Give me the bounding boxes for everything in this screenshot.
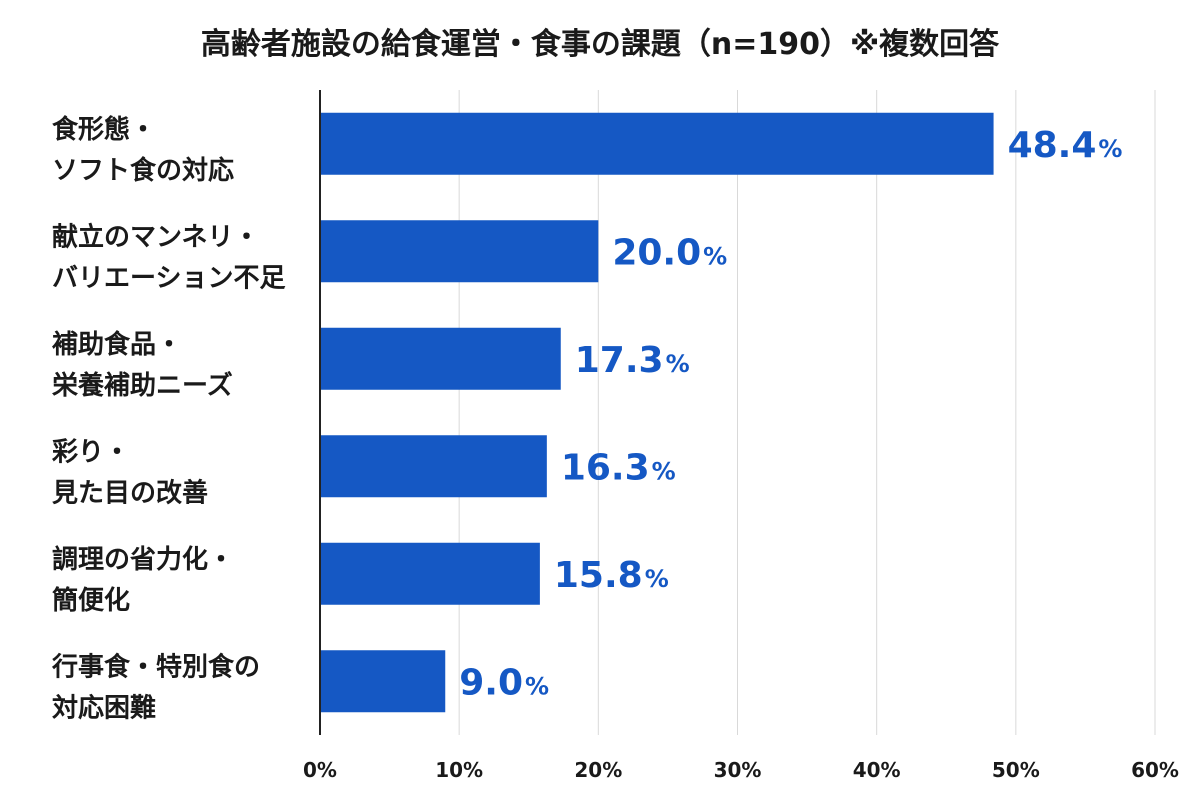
chart-title: 高齢者施設の給食運営・食事の課題（n=190）※複数回答 (201, 27, 1000, 62)
gridlines (458, 90, 1156, 735)
bar (320, 220, 599, 283)
data-label-value: 9.0 (459, 662, 523, 703)
category-label-line: 調理の省力化・ (52, 544, 234, 575)
category-label-line: ソフト食の対応 (52, 155, 234, 186)
data-label-unit: % (666, 350, 690, 378)
data-label-unit: % (525, 672, 549, 700)
category-label: 行事食・特別食の対応困難 (51, 651, 260, 723)
data-label-value: 15.8 (554, 555, 643, 596)
category-label-line: 栄養補助ニーズ (51, 370, 233, 401)
category-label-line: バリエーション不足 (52, 263, 285, 293)
value-labels: 48.4%20.0%17.3%16.3%15.8%9.0% (459, 125, 1122, 704)
category-label: 食形態・ソフト食の対応 (52, 114, 234, 186)
x-tick-label: 40% (853, 758, 901, 782)
category-label: 調理の省力化・簡便化 (52, 544, 234, 616)
x-axis-ticks: 0% 10% 20% 30% 40% 50% 60% (303, 758, 1179, 782)
data-label: 9.0% (459, 662, 549, 703)
data-label-unit: % (1098, 135, 1122, 163)
data-label: 48.4% (1008, 125, 1123, 166)
category-label: 献立のマンネリ・バリエーション不足 (52, 221, 285, 293)
data-label: 15.8% (554, 555, 669, 596)
category-label-line: 献立のマンネリ・ (52, 221, 259, 252)
category-label-line: 簡便化 (52, 585, 130, 616)
category-labels: 食形態・ソフト食の対応献立のマンネリ・バリエーション不足補助食品・栄養補助ニーズ… (51, 114, 285, 724)
data-label-unit: % (703, 242, 727, 270)
data-label-unit: % (645, 565, 669, 593)
x-tick-label: 20% (574, 758, 622, 782)
bars (320, 112, 994, 713)
category-label-line: 行事食・特別食の (51, 651, 260, 682)
category-label-line: 食形態・ (52, 114, 156, 145)
x-tick-label: 30% (714, 758, 762, 782)
bar (320, 435, 547, 498)
bar (320, 327, 561, 390)
data-label-unit: % (652, 457, 676, 485)
category-label-line: 彩り・ (51, 437, 130, 467)
category-label: 彩り・見た目の改善 (51, 437, 208, 508)
data-label-value: 20.0 (612, 232, 701, 273)
category-label-line: 見た目の改善 (52, 477, 208, 508)
x-tick-label: 0% (303, 758, 337, 782)
category-label-line: 対応困難 (52, 692, 156, 723)
data-label: 17.3% (575, 340, 690, 381)
category-label: 補助食品・栄養補助ニーズ (51, 329, 233, 401)
x-tick-label: 50% (992, 758, 1040, 782)
bar (320, 112, 994, 175)
x-tick-label: 60% (1131, 758, 1179, 782)
category-label-line: 補助食品・ (51, 329, 182, 360)
data-label-value: 16.3 (561, 447, 650, 488)
data-label-value: 17.3 (575, 340, 664, 381)
bar (320, 542, 540, 605)
data-label: 20.0% (612, 232, 727, 273)
x-tick-label: 10% (435, 758, 483, 782)
data-label-value: 48.4 (1008, 125, 1097, 166)
bar (320, 650, 446, 713)
data-label: 16.3% (561, 447, 676, 488)
